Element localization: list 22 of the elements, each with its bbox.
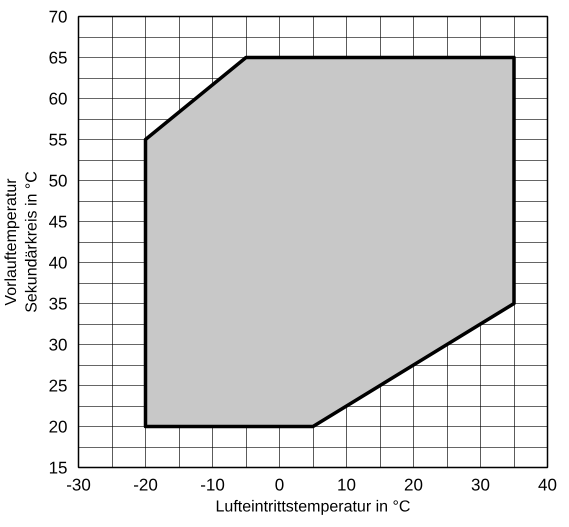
x-tick-label: 10 (337, 476, 356, 494)
y-tick-label: 30 (48, 336, 68, 354)
y-tick-label: 65 (48, 48, 68, 68)
x-axis-title: Lufteintrittstemperatur in °C (216, 498, 410, 516)
y-tick-label: 50 (48, 172, 68, 190)
y-tick-label: 25 (48, 376, 68, 396)
y-tick-label: 45 (48, 212, 68, 232)
y-tick-label: 35 (48, 294, 68, 314)
x-tick-label: 0 (274, 476, 284, 494)
x-tick-label: -30 (66, 476, 91, 494)
y-tick-label: 70 (48, 8, 68, 26)
x-tick-label: 20 (404, 476, 423, 494)
y-tick-label: 60 (48, 90, 68, 108)
y-tick-label: 55 (48, 130, 68, 150)
y-tick-label: 20 (48, 418, 68, 436)
x-tick-label: -10 (200, 476, 225, 494)
x-tick-label: -20 (133, 476, 158, 494)
y-tick-label: 15 (48, 458, 68, 478)
y-axis-title: Vorlauftemperatur Sekundärkreis in °C (3, 171, 41, 313)
x-tick-label: 30 (471, 476, 490, 494)
x-tick-label: 40 (538, 476, 557, 494)
y-tick-label: 40 (48, 254, 68, 272)
